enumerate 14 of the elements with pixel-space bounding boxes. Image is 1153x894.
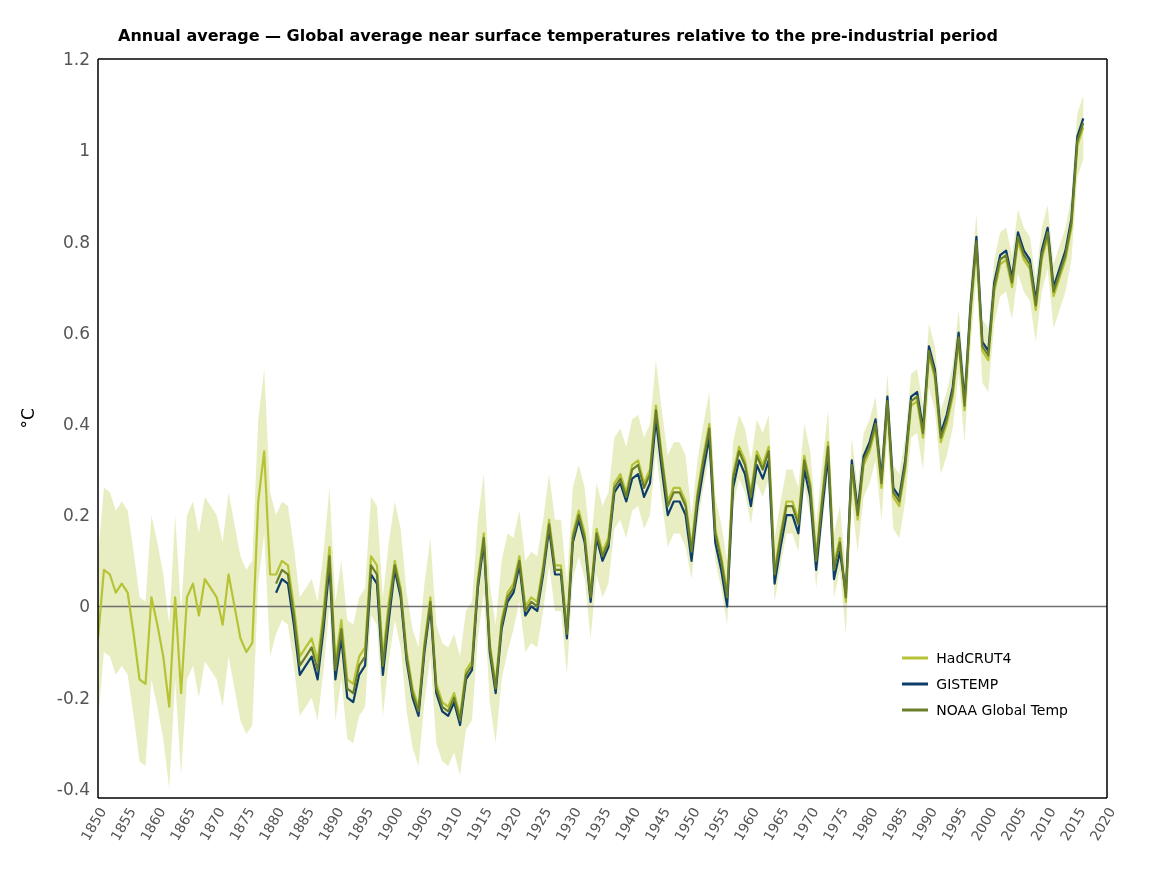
y-tick-label: 0.4: [62, 413, 90, 434]
y-tick-label: -0.2: [56, 687, 90, 708]
y-tick-label: 0: [79, 596, 90, 617]
y-tick-label: 0.2: [62, 505, 90, 526]
legend-label: NOAA Global Temp: [936, 702, 1068, 718]
y-tick-label: 1: [79, 140, 90, 161]
legend-label: HadCRUT4: [936, 650, 1012, 666]
chart-title: Annual average — Global average near surface temperatures relative to the pre-industrial period: [118, 26, 998, 45]
y-tick-label: 0.6: [62, 322, 90, 343]
legend-label: GISTEMP: [936, 676, 999, 692]
y-axis-title: °C: [18, 408, 39, 429]
y-tick-label: 1.2: [62, 49, 90, 70]
y-tick-label: 0.8: [62, 231, 90, 252]
y-tick-label: -0.4: [56, 778, 90, 799]
